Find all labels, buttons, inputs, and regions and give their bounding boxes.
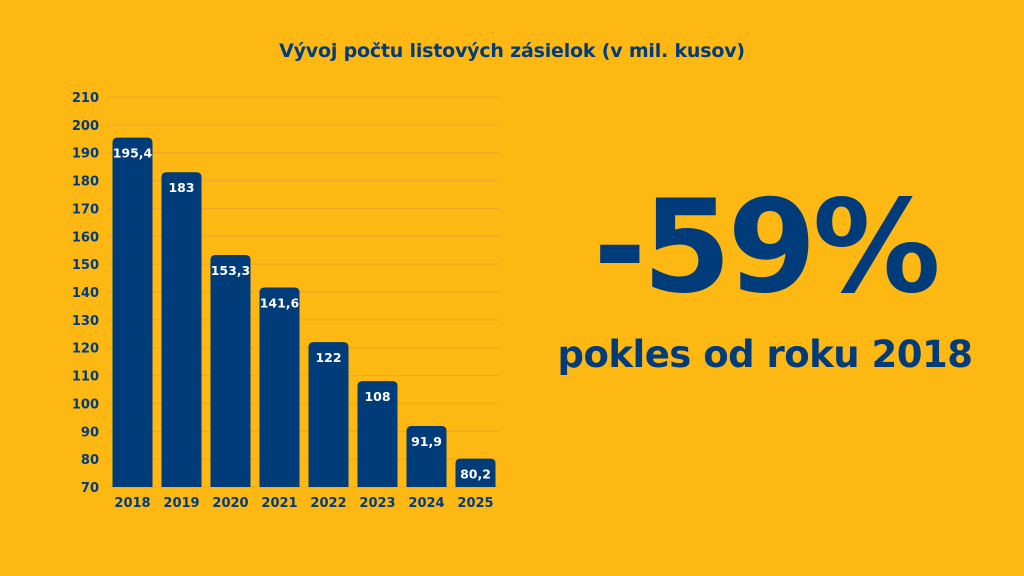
bar: [308, 342, 349, 487]
x-tick-label: 2022: [310, 496, 346, 511]
y-tick-label: 200: [72, 119, 99, 134]
y-tick-label: 150: [72, 258, 99, 273]
bar: [259, 287, 300, 487]
y-tick-label: 70: [81, 481, 99, 496]
bar-value-label: 141,6: [260, 296, 300, 311]
bar-value-label: 80,2: [460, 467, 491, 482]
bar-value-label: 153,3: [211, 263, 251, 278]
x-tick-label: 2020: [212, 496, 248, 511]
x-tick-label: 2018: [114, 496, 150, 511]
y-tick-label: 190: [72, 147, 99, 162]
y-tick-label: 170: [72, 202, 99, 217]
y-tick-label: 210: [72, 91, 99, 106]
bar-value-label: 91,9: [411, 434, 442, 449]
y-tick-label: 160: [72, 230, 99, 245]
headline-subtitle: pokles od roku 2018: [557, 333, 973, 376]
bar-chart: 70 80 90 100 110 120 130 140 150 160 170 180 190 200 2…: [72, 91, 500, 511]
y-tick-label: 120: [72, 342, 99, 357]
bar: [357, 381, 398, 487]
y-tick-label: 80: [81, 453, 99, 468]
y-tick-label: 100: [72, 397, 99, 412]
x-tick-label: 2024: [408, 496, 444, 511]
y-tick-label: 180: [72, 175, 99, 190]
headline-percentage: -59%: [593, 173, 941, 322]
x-tick-label: 2023: [359, 496, 395, 511]
bar-value-label: 195,4: [113, 146, 153, 161]
x-tick-label: 2019: [163, 496, 199, 511]
bar: [406, 425, 447, 487]
bar-value-label: 122: [315, 350, 341, 365]
y-tick-label: 110: [72, 370, 99, 385]
chart-title: Vývoj počtu listových zásielok (v mil. k…: [279, 40, 745, 62]
bar: [112, 137, 153, 487]
x-tick-label: 2021: [261, 496, 297, 511]
bar: [161, 172, 202, 487]
x-tick-label: 2025: [457, 496, 493, 511]
bar-value-label: 183: [168, 180, 194, 195]
bar: [210, 254, 251, 487]
y-tick-label: 90: [81, 425, 99, 440]
y-tick-label: 130: [72, 314, 99, 329]
bar-value-label: 108: [364, 389, 390, 404]
bar: [455, 458, 496, 487]
y-tick-label: 140: [72, 286, 99, 301]
